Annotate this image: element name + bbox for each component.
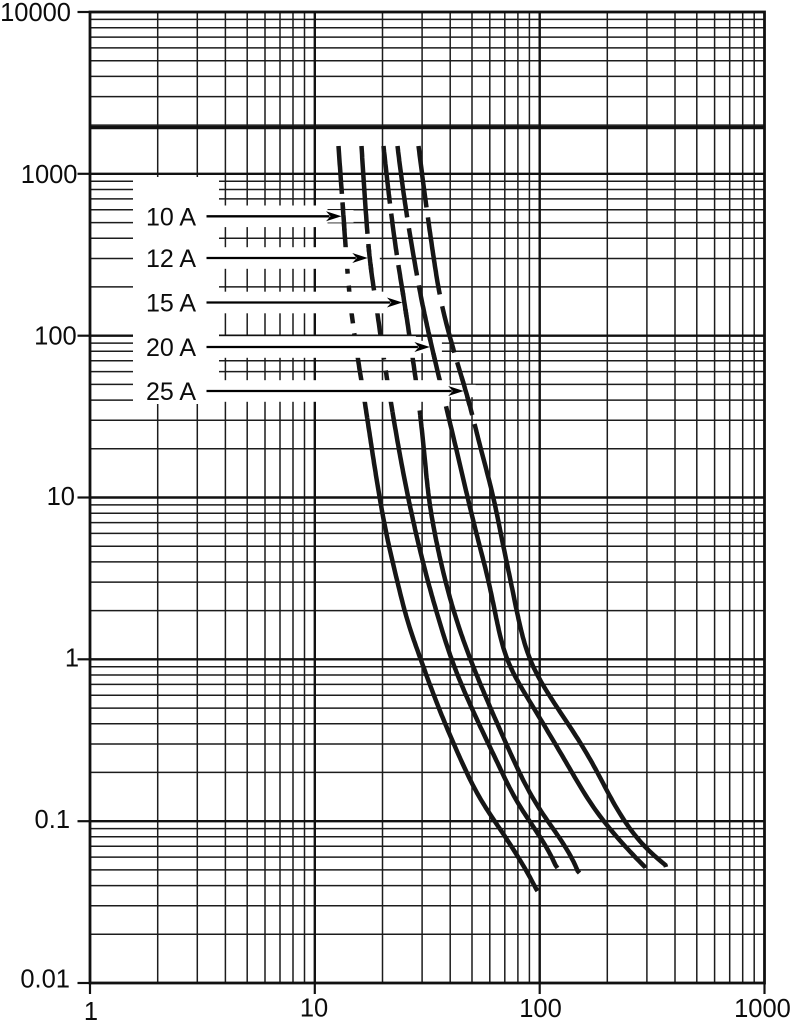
svg-text:0.01: 0.01 (20, 966, 70, 994)
svg-text:1: 1 (65, 644, 79, 672)
svg-text:10: 10 (300, 995, 328, 1023)
svg-text:10: 10 (47, 483, 75, 511)
svg-text:1000: 1000 (21, 161, 78, 189)
svg-text:100: 100 (34, 323, 77, 351)
svg-text:1000: 1000 (734, 995, 790, 1023)
svg-text:100: 100 (519, 995, 562, 1023)
svg-text:15 A: 15 A (146, 290, 196, 318)
svg-text:25 A: 25 A (146, 378, 196, 406)
svg-text:0.1: 0.1 (35, 806, 70, 834)
svg-text:12 A: 12 A (146, 245, 196, 273)
svg-text:20 A: 20 A (146, 334, 196, 362)
svg-text:10000: 10000 (0, 0, 71, 27)
svg-text:10 A: 10 A (146, 203, 196, 231)
svg-text:1: 1 (84, 998, 98, 1026)
